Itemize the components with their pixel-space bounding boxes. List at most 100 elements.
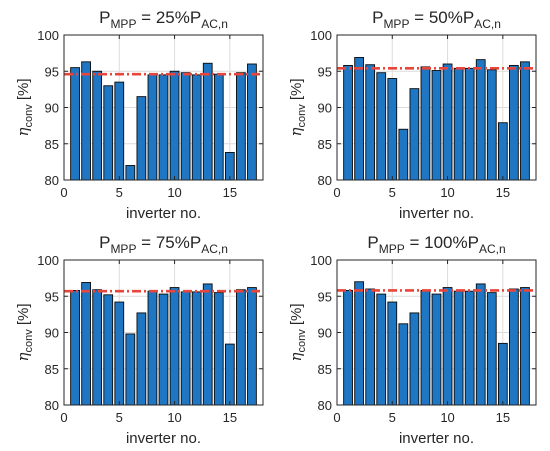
bar-inverter-2 [81,282,91,406]
title-main: P [99,233,110,252]
title-main: P [367,233,378,252]
y-tick-label: 85 [45,137,59,152]
y-tick-label: 100 [37,28,59,43]
bar-inverter-15 [224,151,235,181]
y-axis-label-unit: [%] [15,78,32,104]
bar-inverter-6 [398,128,409,181]
chart-title: PMPP = 75%PAC,n [99,233,228,256]
y-tick-label: 100 [310,28,332,43]
bar-inverter-12 [191,291,202,406]
y-tick-label: 95 [45,64,59,79]
bar-inverter-7 [136,96,147,181]
title-main: P [99,8,110,27]
bar-inverter-17 [247,63,257,181]
bar-inverter-16 [236,72,246,181]
bar-inverter-3 [365,288,376,406]
chart-title: PMPP = 50%PAC,n [372,8,501,31]
bar-inverter-13 [202,62,213,181]
bar-inverter-7 [409,88,420,181]
title-subscript-2: AC,n [474,17,501,31]
y-axis-label: ηconv [%] [287,78,308,136]
bar-inverter-2 [354,281,364,406]
title-middle: = 100%P [405,233,479,252]
title-main: P [372,8,383,27]
bar-inverter-6 [125,165,136,181]
chart-title: PMPP = 100%PAC,n [367,233,505,256]
bar-inverter-12 [191,74,202,181]
bar-inverter-5 [387,301,398,406]
bar-inverter-1 [343,64,353,181]
bar-inverter-11 [180,291,191,406]
y-tick-label: 85 [318,137,332,152]
y-axis-label: ηconv [%] [14,303,35,361]
chart-panel-2: 80 85 90 95 100 0 5 10 15 inverter no. ηconv [%] PM… [287,8,537,222]
bar-inverter-10 [442,63,453,181]
y-tick-label: 90 [45,101,59,116]
x-tick-label: 10 [440,185,454,200]
x-tick-label: 0 [60,185,67,200]
bar-inverter-7 [409,312,420,406]
bar-inverter-5 [114,81,125,181]
bar-inverter-7 [136,312,147,406]
bar-inverter-8 [420,66,431,181]
y-tick-label: 80 [45,173,59,188]
chart-panel-1: 80 85 90 95 100 0 5 10 15 inverter no. ηconv [%] PM… [14,8,264,222]
bar-inverter-8 [147,290,158,406]
bar-inverter-4 [376,72,387,181]
bar-inverter-14 [486,292,497,406]
bar-inverter-10 [442,287,453,406]
bar-inverter-15 [497,122,508,181]
bar-inverter-14 [213,292,224,406]
x-tick-label: 15 [496,410,510,425]
title-subscript-1: MPP [379,242,405,256]
bar-inverter-11 [453,67,464,181]
bar-inverter-17 [520,287,530,406]
bar-inverter-16 [236,289,246,406]
bar-inverter-15 [497,342,508,406]
bar-inverter-2 [354,57,364,181]
y-tick-label: 100 [310,253,332,268]
title-middle: = 25%P [136,8,201,27]
y-tick-label: 85 [318,362,332,377]
y-axis-label: ηconv [%] [287,303,308,361]
bar-inverter-4 [103,85,114,181]
x-tick-label: 0 [333,410,340,425]
bar-inverter-14 [213,73,224,181]
title-subscript-2: AC,n [201,242,228,256]
y-axis-label-subscript: conv [23,104,35,128]
bar-inverter-4 [376,293,387,406]
x-tick-label: 5 [389,185,396,200]
y-tick-label: 85 [45,362,59,377]
y-tick-label: 80 [318,398,332,413]
bar-inverter-1 [70,67,80,181]
y-axis-label-unit: [%] [288,303,305,329]
y-tick-label: 80 [45,398,59,413]
bar-inverter-14 [486,69,497,181]
bar-inverter-11 [180,72,191,181]
bar-inverter-6 [125,333,136,406]
x-tick-label: 0 [60,410,67,425]
bar-inverter-3 [365,64,376,181]
y-axis-label-subscript: conv [296,329,308,353]
x-tick-label: 15 [223,410,237,425]
y-tick-label: 90 [45,326,59,341]
y-tick-label: 95 [318,64,332,79]
bar-inverter-3 [92,289,103,406]
x-axis-label: inverter no. [399,205,474,222]
bar-inverter-11 [453,290,464,406]
bar-inverter-3 [92,70,103,181]
chart-panel-3: 80 85 90 95 100 0 5 10 15 inverter no. ηconv [%] PM… [14,233,264,447]
bar-inverter-2 [81,61,91,181]
bar-inverter-9 [431,70,442,181]
bar-inverter-9 [158,293,169,406]
bar-inverter-13 [475,283,486,406]
x-tick-label: 5 [116,410,123,425]
bar-inverter-9 [158,74,169,181]
bar-inverter-1 [70,290,80,406]
y-axis-label: ηconv [%] [14,78,35,136]
x-axis-label: inverter no. [126,430,201,447]
x-tick-label: 10 [167,410,181,425]
x-tick-label: 0 [333,185,340,200]
y-axis-label-symbol: η [14,353,32,362]
